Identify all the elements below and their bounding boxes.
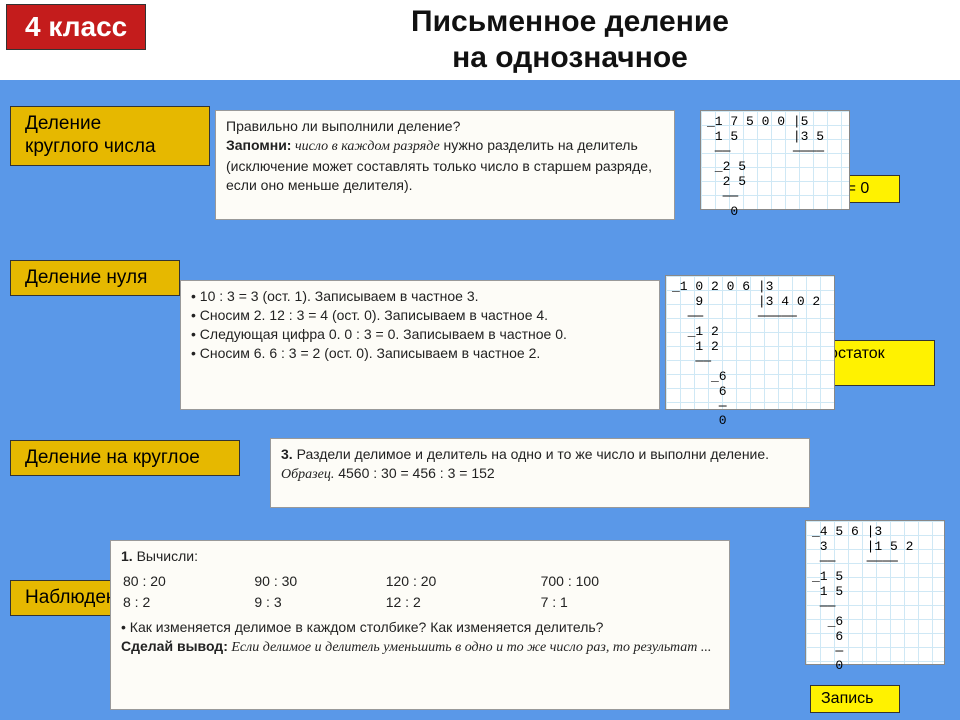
label-zero: Деление нуля <box>10 260 180 296</box>
note-write: Запись <box>810 685 900 713</box>
panel4-concl: Если делимое и делитель уменьшить в одно… <box>228 640 712 655</box>
cell-r2c3: 12 : 2 <box>386 593 539 612</box>
panel-task1: 1. Вычисли: 80 : 20 90 : 30 120 : 20 700… <box>110 540 730 710</box>
title-line-2: на однозначное <box>452 41 688 74</box>
panel2-list: 10 : 3 = 3 (ост. 1). Записываем в частно… <box>191 287 649 363</box>
panel3-sample-label: Образец. <box>281 467 334 482</box>
panel-rule: Правильно ли выполнили деление? Запомни:… <box>215 110 675 220</box>
label-round-number: Деление круглого числа <box>10 106 210 166</box>
panel2-item1: Сносим 2. 12 : 3 = 4 (ост. 0). Записывае… <box>191 306 649 325</box>
panel2-item0: 10 : 3 = 3 (ост. 1). Записываем в частно… <box>191 287 649 306</box>
panel-task3: 3. Раздели делимое и делитель на одно и … <box>270 438 810 508</box>
panel1-bold: Запомни: <box>226 137 291 153</box>
panel1-line1: Правильно ли выполнили деление? <box>226 117 664 136</box>
calc-box-2: _1 0 2 0 6 |3 9 |3 4 0 2 ── ───── _1 2 1… <box>665 275 835 410</box>
panel3-text: Раздели делимое и делитель на одно и то … <box>297 446 769 462</box>
page-title: Письменное деление на однозначное <box>200 4 940 76</box>
cell-r2c1: 8 : 2 <box>123 593 252 612</box>
calc-box-3: _4 5 6 |3 3 |1 5 2 ── ──── _1 5 1 5 ── _… <box>805 520 945 665</box>
panel4-q-text: Как изменяется делимое в каждом столбике… <box>121 618 719 637</box>
cell-r2c2: 9 : 3 <box>254 593 383 612</box>
title-line-1: Письменное деление <box>411 5 729 38</box>
cell-r2c4: 7 : 1 <box>541 593 717 612</box>
panel2-item3: Сносим 6. 6 : 3 = 2 (ост. 0). Записываем… <box>191 344 649 363</box>
panel4-q: Как изменяется делимое в каждом столбике… <box>121 618 719 637</box>
calc-box-1: _1 7 5 0 0 |5 1 5 |3 5 ── ──── _2 5 2 5 … <box>700 110 850 210</box>
cell-r1c2: 90 : 30 <box>254 572 383 591</box>
panel-steps: 10 : 3 = 3 (ост. 1). Записываем в частно… <box>180 280 660 410</box>
panel2-item2: Следующая цифра 0. 0 : 3 = 0. Записываем… <box>191 325 649 344</box>
panel3-sample: 4560 : 30 = 456 : 3 = 152 <box>334 465 494 481</box>
panel4-conclusion: Сделай вывод: Если делимое и делитель ум… <box>121 637 719 658</box>
panel1-italic: число в каждом разряде <box>291 139 439 154</box>
panel4-num: 1. <box>121 548 133 564</box>
label-by-round: Деление на круглое <box>10 440 240 476</box>
panel1-body: Запомни: число в каждом разряде нужно ра… <box>226 136 664 195</box>
cell-r1c4: 700 : 100 <box>541 572 717 591</box>
panel4-concl-label: Сделай вывод: <box>121 638 228 654</box>
panel4-table: 80 : 20 90 : 30 120 : 20 700 : 100 8 : 2… <box>121 570 719 614</box>
cell-r1c1: 80 : 20 <box>123 572 252 591</box>
cell-r1c3: 120 : 20 <box>386 572 539 591</box>
panel4-head: Вычисли: <box>137 548 198 564</box>
panel3-num: 3. <box>281 446 293 462</box>
grade-badge: 4 класс <box>6 4 146 50</box>
